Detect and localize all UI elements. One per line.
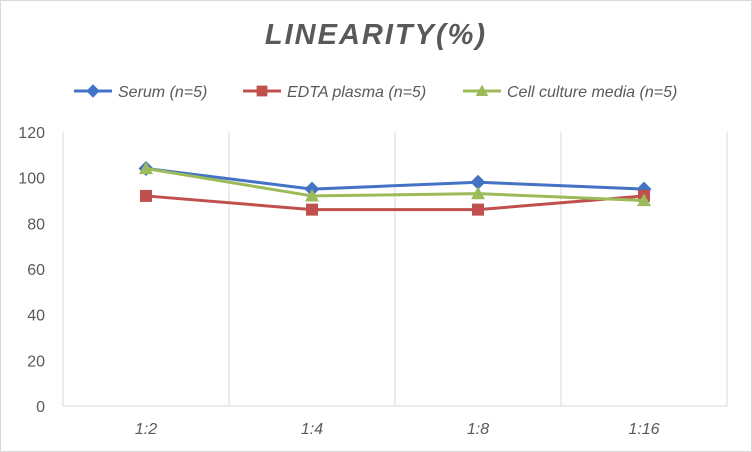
- data-point-series-2: [306, 203, 318, 216]
- data-point-series-3: [471, 186, 485, 200]
- data-point-series-3: [139, 161, 153, 175]
- x-tick-label: 1:4: [301, 421, 323, 438]
- y-tick-label: 20: [27, 353, 45, 370]
- legend-marker-2: [256, 85, 268, 97]
- x-tick-label: 1:16: [628, 421, 659, 438]
- series-line-2: [144, 194, 646, 212]
- legend-marker-3: [475, 84, 489, 97]
- data-point-series-3: [305, 188, 319, 202]
- series-line-3: [144, 167, 646, 202]
- y-tick-label: 120: [18, 125, 45, 142]
- data-point-series-3: [637, 193, 651, 207]
- x-tick-label: 1:8: [467, 421, 489, 438]
- data-point-series-2: [472, 203, 484, 216]
- series-line-1: [144, 167, 646, 191]
- chart-title: LINEARITY(%): [264, 19, 488, 51]
- legend-label-3: Cell culture media (n=5): [507, 84, 677, 101]
- legend-label-2: EDTA plasma (n=5): [287, 84, 426, 101]
- y-tick-label: 60: [27, 262, 45, 279]
- data-point-series-2: [140, 189, 152, 202]
- y-tick-label: 100: [18, 171, 45, 188]
- legend-label-1: Serum (n=5): [118, 84, 207, 101]
- legend-marker-1: [86, 84, 100, 98]
- y-tick-label: 40: [27, 308, 45, 325]
- x-tick-label: 1:2: [135, 421, 157, 438]
- data-point-series-1: [470, 174, 486, 190]
- y-tick-label: 80: [27, 216, 45, 233]
- y-tick-label: 0: [36, 399, 45, 416]
